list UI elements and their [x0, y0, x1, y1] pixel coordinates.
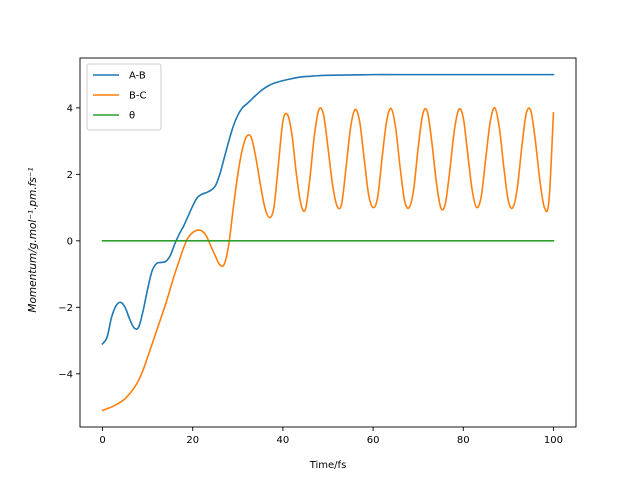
- y-tick-label: 4: [67, 103, 73, 114]
- series-layer: [101, 73, 555, 412]
- x-tick-label: 40: [277, 435, 290, 446]
- x-tick-label: 0: [99, 435, 105, 446]
- series-line-1: [101, 106, 555, 412]
- legend-label: θ: [129, 111, 135, 122]
- y-axis-label: Momentum/g.mol⁻¹.pm.fs⁻¹: [27, 167, 39, 312]
- legend: A-B B-C θ: [86, 63, 162, 131]
- y-tick-label: 2: [67, 170, 73, 181]
- y-tick-label: −4: [58, 369, 73, 380]
- x-axis-label: Time/fs: [309, 460, 347, 471]
- series-line-0: [101, 73, 555, 346]
- legend-label: A-B: [129, 71, 146, 82]
- x-tick-label: 60: [367, 435, 380, 446]
- axes-layer: 0 20 40 60 80 100 −4 −2 0 2 4: [58, 57, 577, 446]
- axes-frame: [79, 57, 577, 428]
- y-tick-label: 0: [67, 236, 73, 247]
- x-tick-label: 20: [186, 435, 199, 446]
- y-tick-label: −2: [58, 303, 73, 314]
- x-tick-label: 100: [544, 435, 563, 446]
- legend-box: [86, 63, 162, 131]
- legend-label: B-C: [129, 91, 146, 102]
- x-tick-label: 80: [457, 435, 470, 446]
